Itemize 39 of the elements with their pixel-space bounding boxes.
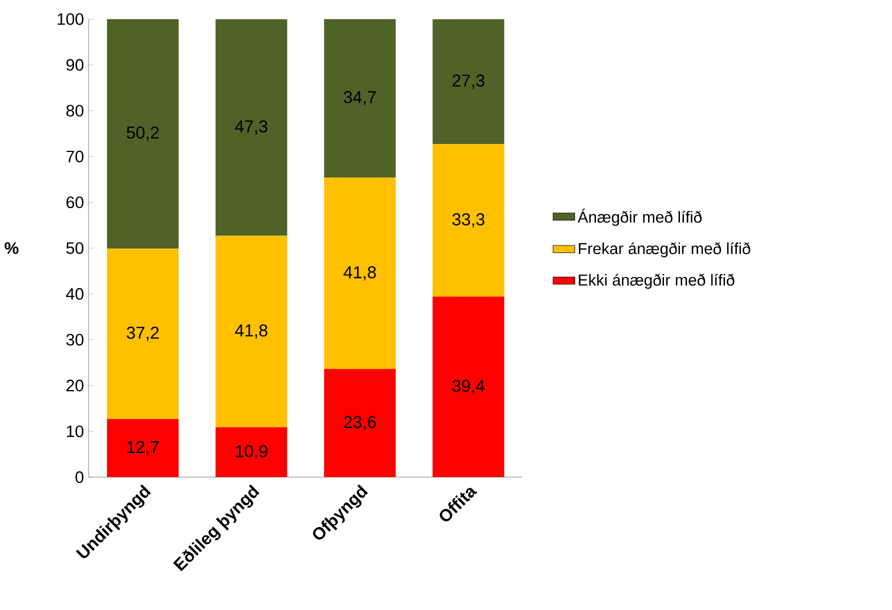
y-tick-label: 20 <box>66 380 84 392</box>
bar <box>216 427 288 478</box>
y-tick-label: 40 <box>66 288 84 300</box>
legend-label: Frekar ánægðir með lífið <box>578 242 750 258</box>
y-tick-label: 60 <box>66 196 84 208</box>
y-tick-label: 0 <box>76 471 84 484</box>
data-label: 33,3 <box>452 213 484 228</box>
data-label: 10,9 <box>236 445 268 460</box>
y-tick-label: 80 <box>66 104 84 117</box>
y-tick-label: 30 <box>66 334 84 346</box>
bar <box>324 19 396 178</box>
bar <box>432 19 504 144</box>
y-tick-label: 70 <box>66 150 84 162</box>
y-tick-label: 50 <box>66 242 84 254</box>
y-tick-label: 90 <box>66 59 84 71</box>
data-label: 34,7 <box>344 91 376 106</box>
bar <box>324 178 396 370</box>
bar <box>216 236 288 428</box>
legend-label: Ánægðir með lífið <box>578 208 702 226</box>
legend-label: Ekki ánægðir með lífið <box>578 274 734 289</box>
data-label: 50,2 <box>126 126 159 141</box>
data-label: 41,8 <box>235 324 268 339</box>
bar <box>324 369 396 478</box>
y-tick-label: 10 <box>66 426 84 438</box>
bar <box>107 248 179 420</box>
data-label: 37,2 <box>126 326 159 341</box>
bar <box>432 144 504 297</box>
y-tick-label: 100 <box>58 13 84 26</box>
data-label: 47,3 <box>235 120 268 135</box>
data-label: 27,3 <box>452 74 484 89</box>
data-label: 39,4 <box>452 380 485 394</box>
bar <box>107 19 179 249</box>
bar <box>216 19 288 236</box>
data-label: 23,6 <box>344 416 376 430</box>
data-label: 41,8 <box>344 266 376 281</box>
data-label: 12,7 <box>127 441 159 456</box>
bar <box>107 419 179 478</box>
y-axis-title: % <box>4 242 19 254</box>
bar <box>432 296 504 478</box>
